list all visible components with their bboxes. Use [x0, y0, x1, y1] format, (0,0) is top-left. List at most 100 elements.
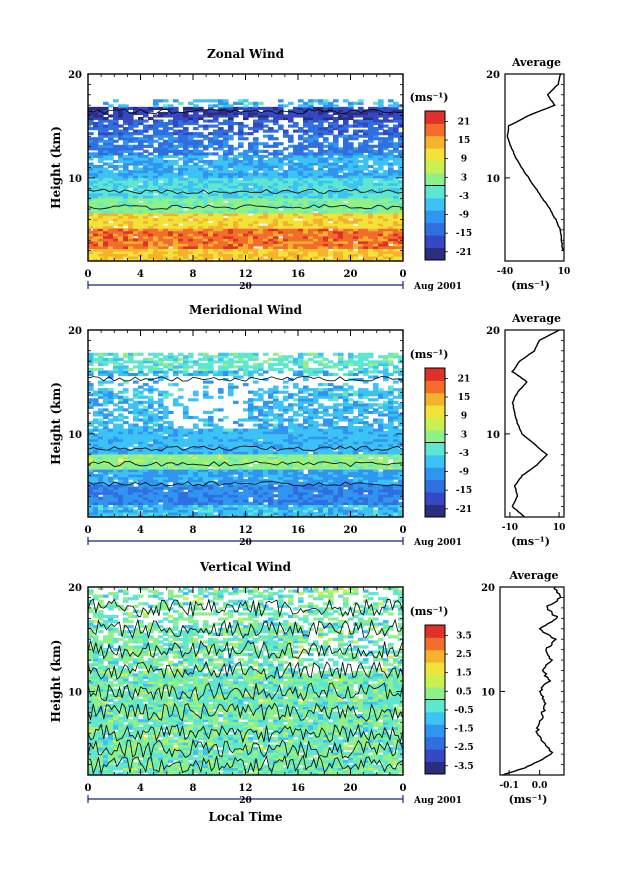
heatmap-cell — [268, 238, 274, 242]
heatmap-cell — [323, 210, 329, 214]
heatmap-cell — [218, 255, 224, 260]
heatmap-cell — [103, 230, 109, 234]
heatmap-cell — [143, 458, 149, 463]
heatmap-cell — [163, 395, 169, 399]
heatmap-cell — [178, 195, 184, 199]
heatmap-cell — [343, 99, 349, 103]
heatmap-cell — [183, 233, 189, 237]
heatmap-cell — [158, 474, 164, 478]
heatmap-cell — [398, 245, 403, 249]
heatmap-cell — [353, 137, 359, 141]
heatmap-cell — [128, 159, 134, 164]
heatmap-cell — [103, 245, 109, 249]
heatmap-cell — [358, 245, 364, 249]
heatmap-cell — [303, 230, 309, 234]
heatmap-cell — [263, 111, 269, 116]
y-axis-label: Height (km) — [49, 126, 63, 209]
heatmap-cell — [188, 499, 194, 503]
heatmap-cell — [143, 388, 149, 392]
heatmap-cell — [378, 200, 384, 204]
heatmap-cell — [198, 240, 204, 244]
heatmap-cell — [133, 207, 139, 212]
heatmap-cell — [383, 129, 389, 133]
heatmap-cell — [108, 180, 114, 184]
heatmap-cell — [308, 212, 314, 217]
heatmap-cell — [328, 215, 334, 219]
heatmap-cell — [203, 218, 209, 222]
heatmap-cell — [138, 220, 144, 224]
heatmap-cell — [253, 154, 259, 158]
heatmap-cell — [268, 134, 274, 138]
heatmap-cell — [178, 433, 184, 437]
heatmap-cell — [118, 175, 124, 179]
heatmap-cell — [388, 258, 394, 261]
heatmap-cell — [358, 152, 364, 156]
heatmap-cell — [383, 212, 389, 217]
heatmap-cell — [188, 139, 194, 143]
heatmap-cell — [183, 433, 189, 437]
heatmap-cell — [273, 248, 279, 252]
heatmap-cell — [88, 357, 94, 361]
heatmap-cell — [298, 109, 304, 113]
heatmap-cell — [308, 149, 314, 153]
heatmap-cell — [378, 197, 384, 201]
heatmap-cell — [238, 162, 244, 166]
heatmap-cell — [368, 132, 374, 136]
heatmap-cell — [148, 195, 154, 199]
heatmap-cell — [268, 170, 274, 174]
heatmap-cell — [393, 187, 399, 191]
heatmap-cell — [93, 446, 99, 450]
heatmap-cell — [113, 481, 119, 485]
heatmap-cell — [343, 238, 349, 242]
heatmap-cell — [243, 104, 249, 108]
heatmap-cell — [158, 362, 164, 366]
heatmap-cell — [163, 410, 169, 414]
heatmap-cell — [208, 365, 214, 369]
heatmap-cell — [208, 238, 214, 242]
heatmap-cell — [288, 116, 294, 121]
heatmap-cell — [88, 504, 94, 508]
heatmap-cell — [158, 491, 164, 495]
heatmap-cell — [363, 134, 369, 138]
heatmap-cell — [103, 408, 109, 412]
heatmap-cell — [373, 185, 379, 189]
heatmap-cell — [368, 177, 374, 181]
heatmap-cell — [178, 152, 184, 156]
heatmap-cell — [103, 220, 109, 224]
heatmap-cell — [203, 431, 209, 435]
heatmap-cell — [183, 443, 189, 447]
heatmap-cell — [293, 182, 299, 186]
heatmap-cell — [238, 202, 244, 207]
heatmap-cell — [328, 127, 334, 131]
heatmap-cell — [398, 223, 403, 227]
heatmap-cell — [308, 139, 314, 143]
heatmap-cell — [163, 220, 169, 224]
heatmap-cell — [303, 159, 309, 164]
heatmap-cell — [193, 398, 199, 402]
heatmap-cell — [163, 202, 169, 207]
heatmap-cell — [183, 471, 189, 475]
heatmap-cell — [123, 109, 129, 113]
heatmap-cell — [103, 398, 109, 402]
heatmap-cell — [103, 362, 109, 366]
heatmap-cell — [133, 228, 139, 232]
heatmap-cell — [358, 147, 364, 151]
heatmap-cell — [338, 250, 344, 255]
heatmap-cell — [183, 245, 189, 249]
heatmap-cell — [278, 162, 284, 166]
colorbar-segment — [425, 148, 445, 162]
heatmap-cell — [208, 436, 214, 440]
heatmap-cell — [218, 195, 224, 199]
heatmap-cell — [113, 453, 119, 457]
heatmap-cell — [213, 504, 219, 508]
heatmap-cell — [383, 132, 389, 136]
heatmap-cell — [248, 172, 254, 176]
heatmap-cell — [263, 154, 269, 158]
heatmap-cell — [313, 240, 319, 244]
heatmap-cell — [268, 106, 274, 110]
heatmap-cell — [88, 192, 94, 196]
heatmap-cell — [353, 170, 359, 174]
heatmap-cell — [343, 258, 349, 261]
heatmap-cell — [318, 228, 324, 232]
heatmap-cell — [138, 453, 144, 457]
